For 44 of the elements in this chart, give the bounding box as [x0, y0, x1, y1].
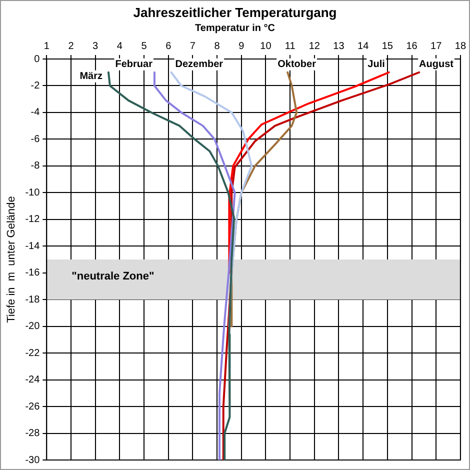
x-tick-label: 14: [358, 40, 370, 52]
x-tick-label: 1: [44, 40, 50, 52]
y-tick-label: -28: [25, 428, 40, 440]
x-tick-label: 13: [333, 40, 345, 52]
x-tick-label: 9: [238, 40, 245, 52]
series-label: Juli: [368, 59, 386, 70]
series-label: Dezember: [175, 59, 224, 70]
x-axis-title: Temperatur in °C: [194, 23, 276, 34]
y-tick-label: -12: [25, 214, 40, 226]
y-axis-title: Tiefe in m unter Gelände: [6, 196, 18, 323]
x-tick-label: 3: [92, 40, 99, 52]
series-label: August: [419, 59, 454, 70]
x-tick-label: 8: [214, 40, 220, 52]
y-tick-label: -6: [30, 134, 40, 145]
chart-title: Jahreszeitlicher Temperaturgang: [132, 5, 338, 20]
x-tick-label: 7: [190, 40, 196, 52]
y-tick-label: 0: [34, 54, 40, 65]
x-tick-label: 17: [430, 40, 442, 52]
band-label: "neutrale Zone": [72, 270, 154, 283]
series-label: März: [80, 71, 102, 82]
y-tick-label: -26: [25, 401, 40, 412]
x-tick-label: 15: [382, 40, 394, 52]
x-tick-label: 6: [166, 40, 172, 52]
y-tick-label: -2: [30, 80, 40, 92]
x-tick-label: 5: [141, 40, 148, 52]
x-tick-label: 11: [284, 40, 296, 52]
series-label: Februar: [115, 59, 153, 70]
y-tick-label: -30: [25, 454, 40, 466]
x-tick-label: 18: [454, 40, 466, 52]
x-tick-label: 10: [260, 40, 272, 52]
x-tick-label: 4: [116, 40, 123, 52]
y-tick-label: -4: [30, 107, 40, 118]
y-tick-label: -20: [25, 321, 40, 332]
y-tick-label: -18: [25, 294, 40, 306]
x-tick-label: 2: [68, 40, 74, 52]
y-tick-label: -16: [25, 268, 40, 279]
y-tick-label: -8: [30, 160, 40, 172]
y-tick-label: -22: [25, 348, 40, 359]
x-tick-label: 16: [406, 40, 418, 52]
y-tick-label: -10: [25, 187, 40, 198]
series-label: Oktober: [278, 59, 316, 70]
y-tick-label: -14: [25, 240, 40, 252]
x-tick-label: 12: [308, 40, 320, 52]
y-tick-label: -24: [25, 374, 40, 386]
